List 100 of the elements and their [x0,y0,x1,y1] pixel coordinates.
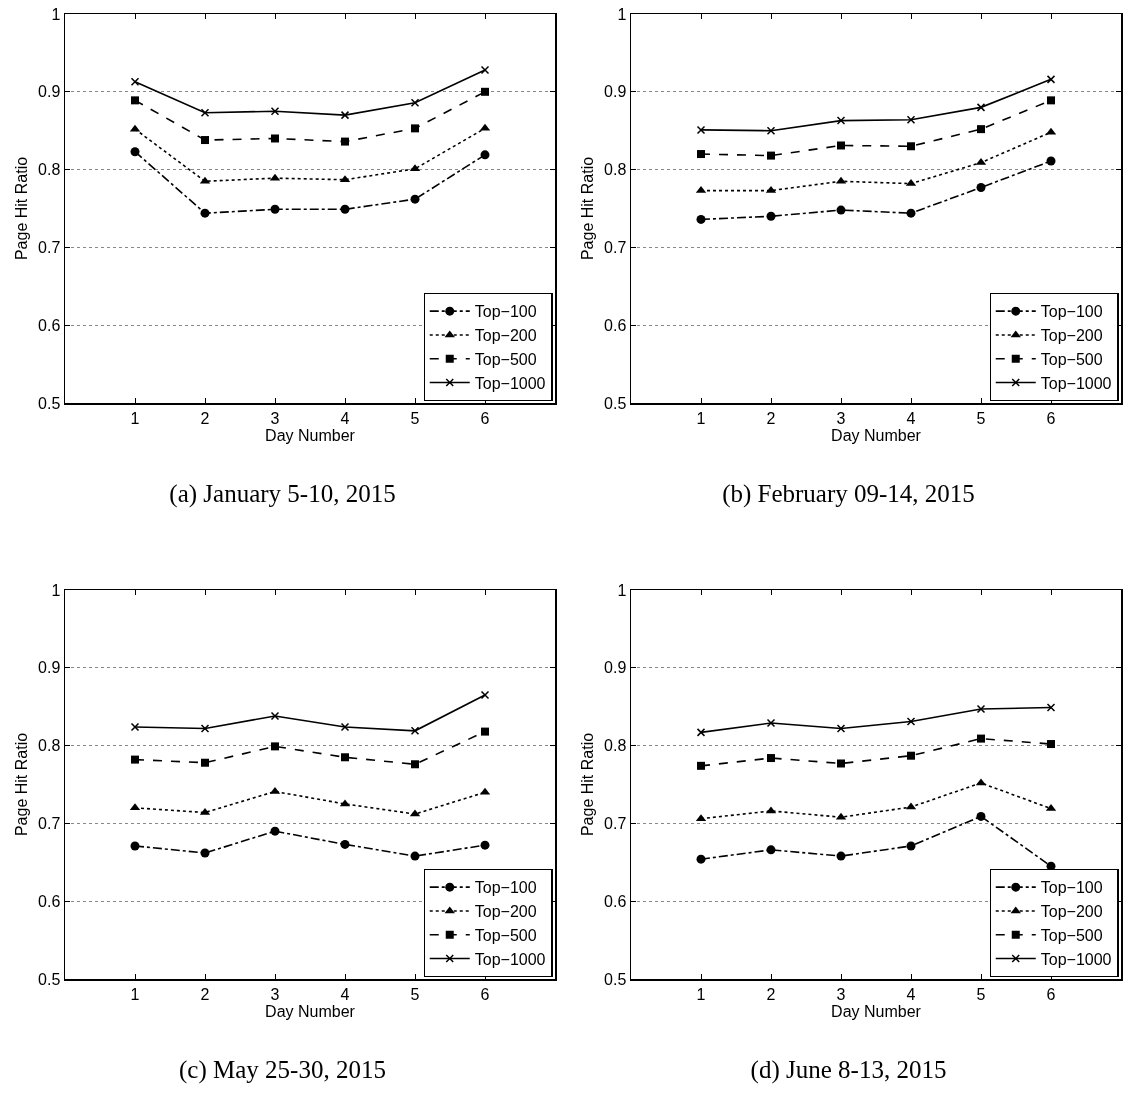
legend-label: Top−500 [1040,350,1103,368]
point [696,728,706,737]
point [976,182,986,192]
y-tick-label: 0.8 [38,161,61,179]
point [340,204,350,214]
point [767,151,775,160]
legend-label: Top−200 [474,903,537,921]
point [200,208,210,218]
x-tick-label: 5 [976,985,986,1003]
x-tick-label: 1 [696,409,706,427]
y-tick-label: 1 [51,581,61,599]
point [696,854,706,864]
point [976,811,986,821]
x-tick-label: 6 [1046,985,1056,1003]
y-tick-label: 0.8 [604,161,627,179]
x-axis-title: Day Number [831,426,922,444]
x-tick-label: 6 [480,409,490,427]
point [836,205,846,215]
y-tick-label: 0.7 [604,239,627,256]
point [270,826,280,836]
y-axis-title: Page Hit Ratio [13,156,31,261]
point [480,150,490,160]
point [1047,96,1055,105]
point [837,141,845,150]
point [341,137,349,146]
x-tick-label: 5 [410,985,420,1003]
y-axis-title: Page Hit Ratio [13,732,31,837]
y-tick-label: 0.9 [38,659,61,677]
point [1046,156,1056,166]
x-axis-title: Day Number [831,1002,922,1020]
point [766,211,776,221]
x-tick-label: 3 [836,985,846,1003]
point [767,754,775,763]
x-tick-label: 6 [1046,409,1056,427]
point [410,98,420,107]
point [201,758,209,767]
point [696,125,706,135]
point [410,726,420,736]
point [1046,75,1056,84]
text: (c) May 25-30, 2015 [179,1056,386,1085]
y-axis-title: Page Hit Ratio [579,156,597,261]
point [410,194,420,204]
point [836,724,846,733]
y-tick-label: 1 [617,5,627,23]
point [200,848,210,858]
x-axis-title: Day Number [265,426,356,444]
point [271,134,279,143]
point [697,150,705,159]
point [480,690,490,700]
point [271,742,279,751]
y-axis-title: Page Hit Ratio [579,732,597,837]
point [130,147,140,157]
legend-label: Top−200 [1040,903,1103,921]
legend-label: Top−200 [1040,327,1103,345]
point [270,711,280,721]
point [130,841,140,851]
point [907,142,915,151]
y-tick-label: 0.9 [38,83,61,101]
legend-label: Top−500 [474,350,537,368]
y-tick-label: 0.7 [604,815,627,832]
y-tick-label: 1 [617,581,627,599]
y-tick-label: 0.7 [38,815,61,832]
point [340,839,350,849]
x-tick-label: 4 [340,985,350,1003]
legend-label: Top−200 [474,327,537,345]
legend-label: Top−100 [474,303,537,321]
point [200,108,210,118]
point [1046,703,1056,712]
point [836,851,846,861]
y-tick-label: 0.9 [604,659,627,677]
x-tick-label: 2 [200,409,210,427]
x-tick-label: 2 [200,985,210,1003]
legend-label: Top−1000 [474,950,546,968]
text: (b) February 09-14, 2015 [722,480,975,509]
y-tick-label: 0.5 [604,394,627,412]
x-tick-label: 2 [766,409,776,427]
point [977,734,985,743]
x-tick-label: 1 [696,985,706,1003]
point [481,87,489,96]
point [976,704,986,714]
text: (a) January 5-10, 2015 [169,480,396,509]
y-tick-label: 0.5 [38,394,61,412]
point [480,65,490,75]
point [906,717,916,726]
x-tick-label: 3 [836,409,846,427]
point [340,110,350,120]
y-tick-label: 0.9 [604,83,627,101]
legend-label: Top−1000 [1040,950,1112,968]
point [766,845,776,855]
legend-label: Top−100 [1040,303,1103,321]
x-tick-label: 4 [906,409,916,427]
point [341,753,349,762]
point [696,214,706,224]
legend-label: Top−1000 [1040,374,1112,392]
point [977,125,985,134]
point [131,755,139,764]
point [836,116,846,125]
x-tick-label: 3 [270,985,280,1003]
x-tick-label: 3 [270,409,280,427]
point [766,718,776,728]
